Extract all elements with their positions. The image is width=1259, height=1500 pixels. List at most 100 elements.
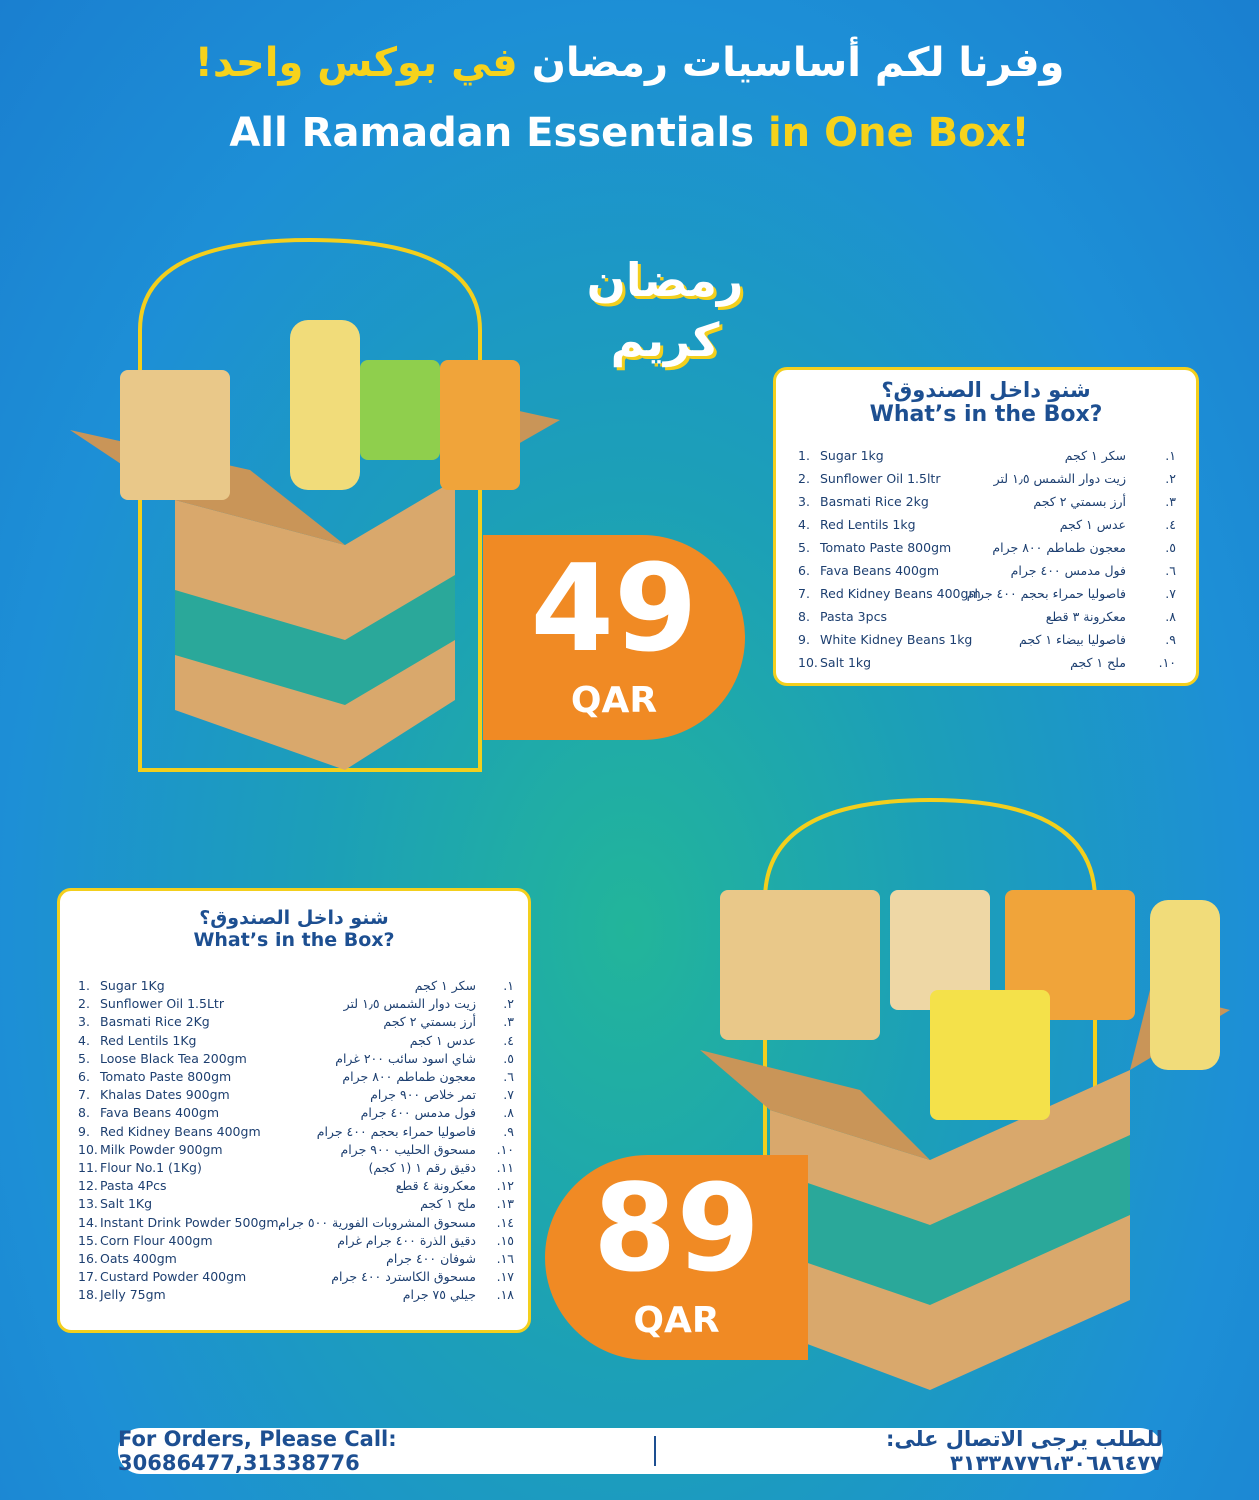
order-arabic: للطلب يرجى الاتصال على: ٣١٣٣٨٧٧٦،٣٠٦٨٦٤٧… [885,1427,1163,1475]
item-ar: ملح ١ كجم [1070,655,1126,670]
item-en: Red Kidney Beans 400gm [820,586,981,601]
item-ar: معكرونة ٣ قطع [1045,609,1126,624]
price-badge: 49 QAR [483,535,745,740]
currency: QAR [570,680,658,721]
item-ar: سكر ١ كجم [1064,448,1126,463]
list-row: 9. Red Kidney Beans 400gm فاصوليا حمراء بح… [60,1124,528,1142]
item-ar-number: ١٠. [496,1141,514,1157]
item-en: Milk Powder 900gm [100,1141,223,1157]
item-number: 3. [798,494,810,509]
item-ar-number: ٣. [1165,494,1176,509]
item-en: Corn Flour 400gm [100,1232,213,1248]
list-row: 1. Sugar 1kg سكر ١ كجم ١. [776,448,1196,466]
item-ar: فاصوليا حمراء بحجم ٤٠٠ جرام [316,1123,476,1139]
box-list: شنو داخل الصندوق؟ What’s in the Box? 1. S… [773,367,1199,686]
list-row: 1. Sugar 1Kg سكر ١ كجم ١. [60,978,528,996]
list-row: 2. Sunflower Oil 1.5ltr زيت دوار الشمس ١٫٥… [776,471,1196,489]
item-ar: أرز بسمتي ٢ كجم [1033,494,1126,509]
item-ar-number: ٨. [503,1105,514,1121]
item-en: Fava Beans 400gm [100,1105,220,1121]
item-ar: عدس ١ كجم [409,1032,476,1048]
item-number: 6. [78,1069,90,1084]
item-ar-number: ٢. [503,996,514,1012]
item-number: 9. [798,632,810,647]
item-en: Pasta 4Pcs [100,1178,167,1194]
list-title-ar: شنو داخل الصندوق؟ [881,378,1091,402]
item-en: Salt 1kg [820,655,872,670]
item-ar: دقيق الذرة ٤٠٠ جرام غرام [337,1232,476,1248]
item-number: 2. [798,471,810,486]
list-row: 14. Instant Drink Powder 500gm مسحوق المشر… [60,1215,528,1233]
box-small [70,237,560,772]
english-headline: All Ramadan Essentials in One Box! [0,110,1259,156]
item-number: 3. [78,1014,90,1030]
item-en: Fava Beans 400gm [820,563,940,578]
item-ar-number: ١٧. [496,1269,514,1285]
list-title-ar: شنو داخل الصندوق؟ [199,907,389,929]
list-row: 15. Corn Flour 400gm دقيق الذرة ٤٠٠ جرام غ… [60,1233,528,1251]
list-row: 17. Custard Powder 400gm مسحوق الكاسترد ٤٠… [60,1269,528,1287]
item-number: 2. [78,996,90,1012]
item-en: Khalas Dates 900gm [100,1087,230,1103]
headline-text: All Ramadan Essentials [229,110,755,156]
order-english: For Orders, Please Call: 30686477,313387… [118,1427,397,1475]
item-ar: معجون طماطم ٨٠٠ جرام [342,1069,476,1084]
item-ar-number: ١٠. [1158,655,1176,670]
item-number: 4. [78,1032,90,1048]
item-ar: جيلي ٧٥ جرام [402,1287,476,1303]
item-number: 8. [78,1105,90,1121]
item-en: Pasta 3pcs [820,609,887,624]
item-ar-number: ١٥. [496,1232,514,1248]
item-number: 13. [78,1196,98,1212]
list-row: 9. White Kidney Beans 1kg فاصوليا بيضاء ١ … [776,632,1196,650]
item-en: Sunflower Oil 1.5Ltr [100,996,224,1012]
item-number: 7. [798,586,810,601]
list-row: 6. Tomato Paste 800gm معجون طماطم ٨٠٠ جرام… [60,1069,528,1087]
item-number: 15. [78,1232,98,1248]
item-ar-number: ٨. [1165,609,1176,624]
list-row: 11. Flour No.1 (1Kg) دقيق رقم ١ (١ كجم) ١١. [60,1160,528,1178]
item-number: 5. [798,540,810,555]
item-number: 4. [798,517,810,532]
item-number: 12. [78,1178,98,1194]
list-row: 10. Salt 1kg ملح ١ كجم ١٠. [776,655,1196,673]
item-ar-number: ٩. [503,1123,514,1139]
item-ar: فول مدمس ٤٠٠ جرام [360,1105,476,1121]
item-number: 18. [78,1287,98,1303]
item-en: Sugar 1Kg [100,978,165,993]
list-row: 5. Loose Black Tea 200gm شاي اسود سائب ٢٠٠… [60,1051,528,1069]
ramadan-logo: رمضان كريم [586,253,744,367]
item-ar: معكرونة ٤ قطع [395,1178,476,1194]
item-ar: شوفان ٤٠٠ جرام [386,1251,476,1266]
item-ar: فول مدمس ٤٠٠ جرام [1010,563,1126,578]
item-ar-number: ١٢. [496,1178,514,1194]
item-ar-number: ٦. [1165,563,1176,578]
item-number: 10. [78,1141,98,1157]
list-title-en: What’s in the Box? [193,929,395,951]
list-row: 4. Red Lentils 1kg عدس ١ كجم ٤. [776,517,1196,535]
item-ar: أرز بسمتي ٢ كجم [383,1014,476,1030]
item-ar-number: ٤. [1165,517,1176,532]
order-bar: For Orders, Please Call: 30686477,313387… [118,1427,1163,1475]
item-ar-number: ١٣. [496,1196,514,1212]
item-ar: زيت دوار الشمس ١٫٥ لتر [343,996,476,1012]
item-ar: ملح ١ كجم [420,1196,476,1212]
list-row: 2. Sunflower Oil 1.5Ltr زيت دوار الشمس ١٫٥… [60,996,528,1014]
item-ar-number: ١. [503,978,514,993]
headline-highlight: في بوكس واحد! [194,40,518,86]
item-number: 1. [78,978,90,993]
headline-text: وفرنا لكم أساسيات رمضان [531,40,1065,86]
item-en: Sugar 1kg [820,448,884,463]
item-number: 7. [78,1087,90,1103]
item-en: Flour No.1 (1Kg) [100,1160,202,1175]
item-en: White Kidney Beans 1kg [820,632,973,647]
item-ar: سكر ١ كجم [414,978,476,993]
item-number: 9. [78,1123,90,1139]
list-row: 7. Khalas Dates 900gm تمر خلاص ٩٠٠ جرام ٧. [60,1087,528,1105]
item-number: 10. [798,655,818,670]
item-number: 5. [78,1050,90,1066]
item-ar-number: ٧. [1165,586,1176,601]
list-row: 4. Red Lentils 1Kg عدس ١ كجم ٤. [60,1033,528,1051]
item-ar-number: ٧. [503,1087,514,1103]
